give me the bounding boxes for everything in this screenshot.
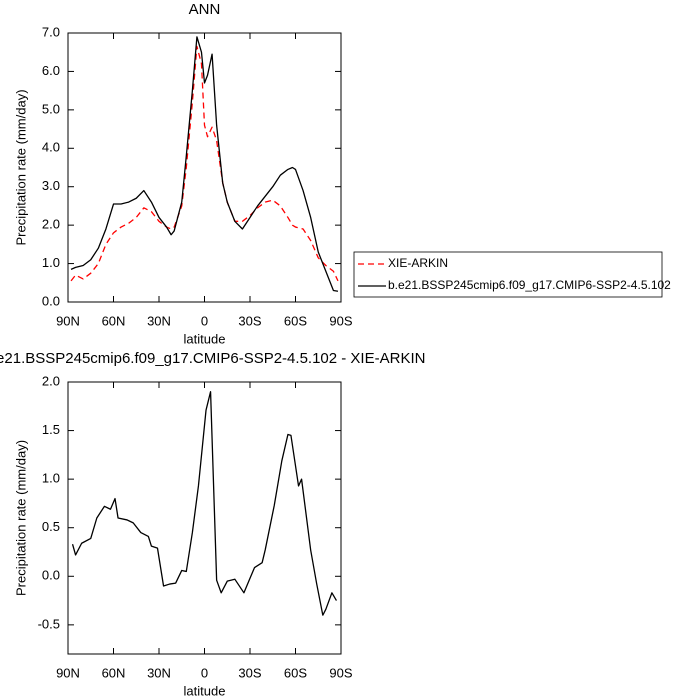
y-tick-label: 7.0 (42, 24, 60, 39)
y-tick-label: 0.5 (42, 519, 60, 534)
x-tick-label: 90S (329, 665, 352, 680)
y-tick-label: 1.0 (42, 255, 60, 270)
data-line (70, 45, 339, 282)
y-tick-label: -0.5 (38, 616, 60, 631)
y-tick-label: 1.0 (42, 471, 60, 486)
chart-title: b.e21.BSSP245cmip6.f09_g17.CMIP6-SSP2-4.… (0, 350, 425, 367)
y-tick-label: 0.0 (42, 293, 60, 308)
y-tick-label: 2.0 (42, 217, 60, 232)
x-tick-label: 60N (102, 313, 126, 328)
x-tick-label: 60S (284, 665, 307, 680)
chart-title: ANN (189, 1, 221, 18)
x-tick-label: 90N (56, 665, 80, 680)
legend-box (353, 251, 663, 298)
x-axis-label: latitude (184, 683, 226, 698)
y-tick-label: 0.0 (42, 568, 60, 583)
x-tick-label: 60N (102, 665, 126, 680)
y-axis-label: Precipitation rate (mm/day) (13, 440, 28, 596)
plot-frame (67, 32, 342, 303)
y-tick-label: 5.0 (42, 101, 60, 116)
y-tick-label: 6.0 (42, 63, 60, 78)
y-tick-label: 1.5 (42, 422, 60, 437)
x-tick-label: 90S (329, 313, 352, 328)
x-tick-label: 30N (147, 665, 171, 680)
data-line (71, 391, 338, 616)
x-tick-label: 90N (56, 313, 80, 328)
y-tick-label: 2.0 (42, 373, 60, 388)
y-axis-label: Precipitation rate (mm/day) (13, 89, 28, 245)
data-line (70, 36, 339, 292)
legend-label: XIE-ARKIN (388, 256, 448, 270)
x-tick-label: 60S (284, 313, 307, 328)
legend-label: b.e21.BSSP245cmip6.f09_g17.CMIP6-SSP2-4.… (388, 278, 671, 292)
x-tick-label: 0 (201, 665, 208, 680)
x-axis-label: latitude (184, 331, 226, 346)
y-tick-label: 3.0 (42, 178, 60, 193)
plot-frame (67, 381, 342, 655)
x-tick-label: 30S (238, 665, 261, 680)
x-tick-label: 30N (147, 313, 171, 328)
y-tick-label: 4.0 (42, 140, 60, 155)
x-tick-label: 30S (238, 313, 261, 328)
x-tick-label: 0 (201, 313, 208, 328)
